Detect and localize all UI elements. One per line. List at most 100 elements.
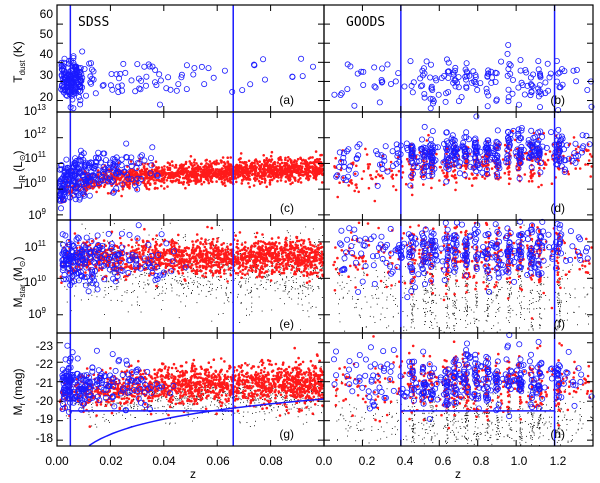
black-dot-598 <box>217 276 219 277</box>
black-dot-3019 <box>520 429 521 431</box>
black-dot-1728 <box>395 304 396 305</box>
black-dot-973 <box>192 402 194 404</box>
black-dot-1995 <box>371 285 373 287</box>
black-dot-1120 <box>242 415 244 417</box>
black-dot-2004 <box>521 271 523 273</box>
black-dot-663 <box>91 294 93 296</box>
black-dot-2231 <box>375 270 377 271</box>
black-dot-561 <box>132 274 134 276</box>
black-dot-1821 <box>574 288 576 290</box>
red-dot-783 <box>252 168 256 172</box>
red-dot-442 <box>215 159 218 162</box>
black-dot-2038 <box>569 293 570 295</box>
black-dot-465 <box>147 283 148 285</box>
black-dot-2674 <box>538 417 540 419</box>
black-dot-1981 <box>463 311 465 312</box>
black-dot-979 <box>152 392 154 393</box>
black-dot-121 <box>171 287 173 289</box>
black-dot-2361 <box>497 309 499 310</box>
black-dot-2430 <box>467 289 469 291</box>
black-dot-68 <box>153 282 155 284</box>
red-dot-1471 <box>240 178 244 182</box>
black-dot-1783 <box>412 306 414 308</box>
black-dot-1671 <box>212 387 214 389</box>
black-dot-2584 <box>403 409 405 411</box>
red-dot-1507 <box>303 162 307 165</box>
black-dot-2740 <box>475 419 477 420</box>
black-dot-2023 <box>540 325 541 327</box>
black-dot-360 <box>140 274 142 275</box>
red-dot-1430 <box>242 175 246 178</box>
black-dot-1481 <box>304 407 306 409</box>
black-dot-3152 <box>413 438 415 440</box>
black-dot-968 <box>186 409 188 411</box>
black-dot-750 <box>115 280 117 281</box>
red-dot-1578 <box>250 170 253 173</box>
red-dot-1254 <box>210 176 213 180</box>
black-dot-2242 <box>506 282 508 284</box>
black-dot-185 <box>155 238 157 240</box>
black-dot-2523 <box>527 391 529 393</box>
black-dot-2595 <box>501 427 503 429</box>
black-dot-405 <box>123 277 124 278</box>
black-dot-741 <box>312 269 314 271</box>
black-dot-2738 <box>509 407 511 408</box>
black-dot-93 <box>251 287 252 288</box>
black-dot-2456 <box>375 294 376 296</box>
black-dot-3236 <box>345 428 347 430</box>
black-dot-581 <box>226 250 228 252</box>
black-dot-2487 <box>390 294 391 296</box>
black-dot-2097 <box>473 311 475 313</box>
black-dot-1242 <box>284 413 286 415</box>
black-dot-1842 <box>493 325 495 327</box>
black-dot-2101 <box>425 290 426 291</box>
black-dot-2848 <box>519 432 521 434</box>
black-dot-2746 <box>551 407 552 408</box>
black-dot-2141 <box>431 312 433 314</box>
black-dot-2212 <box>425 321 426 323</box>
black-dot-1680 <box>320 392 322 393</box>
black-dot-21 <box>253 232 255 234</box>
black-dot-3269 <box>452 420 454 422</box>
black-dot-2181 <box>466 300 468 302</box>
black-dot-1399 <box>288 408 290 410</box>
black-dot-1129 <box>299 385 301 387</box>
black-dot-2793 <box>529 403 531 405</box>
black-dot-338 <box>266 276 268 278</box>
black-dot-448 <box>246 314 247 316</box>
black-dot-2445 <box>412 296 414 298</box>
black-dot-1702 <box>455 283 456 285</box>
black-dot-1975 <box>574 297 576 299</box>
black-dot-1237 <box>117 395 119 397</box>
black-dot-1295 <box>155 399 157 401</box>
black-dot-2680 <box>353 407 355 409</box>
black-dot-1158 <box>169 422 171 424</box>
black-dot-1737 <box>522 241 524 243</box>
black-dot-1328 <box>306 421 308 423</box>
black-dot-1835 <box>372 297 374 299</box>
black-dot-2202 <box>585 313 587 315</box>
black-dot-844 <box>135 245 136 247</box>
black-dot-853 <box>255 277 256 279</box>
black-dot-3270 <box>557 422 559 424</box>
red-dot-1200 <box>247 171 250 174</box>
black-dot-2115 <box>454 260 455 261</box>
black-dot-2541 <box>558 436 560 437</box>
red-dot-1399 <box>206 175 209 178</box>
black-dot-451 <box>244 294 246 296</box>
black-dot-1744 <box>529 292 531 293</box>
black-dot-2670 <box>461 399 463 401</box>
black-dot-1291 <box>247 411 249 413</box>
black-dot-1942 <box>566 319 568 321</box>
black-dot-1714 <box>467 308 468 310</box>
black-dot-1382 <box>268 398 270 400</box>
black-dot-103 <box>252 261 254 263</box>
red-dot-457 <box>303 160 307 163</box>
red-dot-1312 <box>188 160 191 163</box>
black-dot-1820 <box>559 283 561 285</box>
black-dot-2433 <box>448 286 450 288</box>
black-dot-728 <box>134 259 136 261</box>
black-dot-14 <box>260 280 262 282</box>
black-dot-3247 <box>499 436 501 437</box>
red-dot-1429 <box>214 168 218 171</box>
